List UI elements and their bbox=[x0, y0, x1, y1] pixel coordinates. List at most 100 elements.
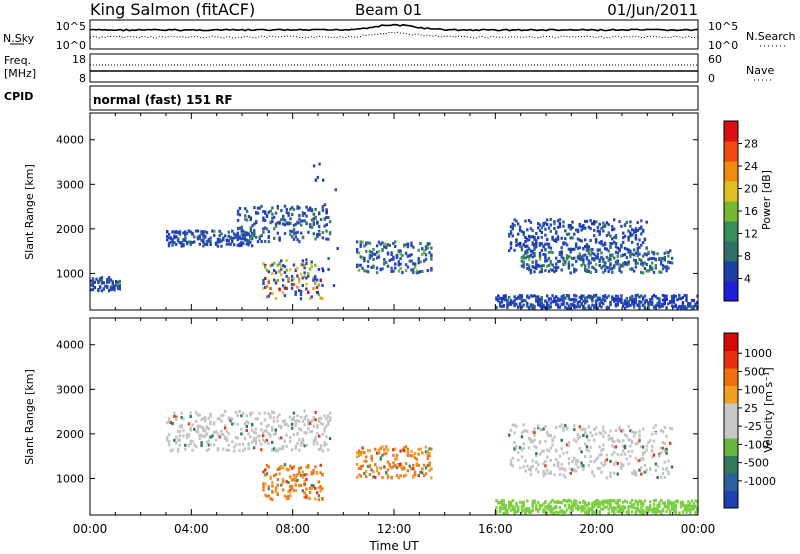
echo-cell-band-1800 bbox=[301, 439, 305, 443]
echo-cell-evening-middle bbox=[546, 264, 549, 268]
echo-cell-ground-scatter-early bbox=[100, 276, 104, 280]
echo-cell-midday-orange bbox=[386, 448, 390, 452]
echo-cell-band-1800 bbox=[196, 430, 200, 434]
echo-cell-band-1800-to-2400 bbox=[267, 230, 270, 234]
echo-cell-ground-scatter-early bbox=[106, 280, 109, 284]
echo-cell-band-1800-morning bbox=[209, 243, 212, 246]
echo-cell-evening-grey bbox=[511, 423, 514, 427]
echo-cell-evening-grey bbox=[513, 423, 516, 427]
echo-cell-morning-negative bbox=[276, 478, 279, 481]
echo-cell-band-1800 bbox=[267, 412, 270, 416]
cpid-text: normal (fast) 151 RF bbox=[93, 93, 233, 107]
echo-cell-band-1800-morning bbox=[200, 232, 203, 236]
echo-cell-evening-upper bbox=[589, 219, 592, 222]
echo-cell-morning-negative bbox=[319, 485, 322, 489]
echo-cell-band-1800-to-2400 bbox=[289, 221, 292, 225]
echo-cell-band-1800 bbox=[223, 426, 227, 430]
echo-cell-band-1800 bbox=[205, 426, 209, 430]
colorbar-swatch bbox=[724, 281, 738, 302]
echo-cell-evening-upper bbox=[520, 245, 524, 249]
echo-cell-evening-middle bbox=[616, 254, 619, 258]
echo-cell-evening-upper bbox=[584, 219, 587, 223]
echo-cell-band-1800-morning bbox=[225, 242, 229, 246]
echo-cell-evening-grey bbox=[638, 439, 641, 443]
echo-cell-evening-middle bbox=[571, 257, 574, 260]
echo-cell-midday-band bbox=[428, 242, 431, 246]
echo-cell-evening-ground bbox=[629, 298, 632, 302]
echo-cell-morning-negative bbox=[264, 493, 267, 497]
echo-cell-evening-middle bbox=[600, 266, 603, 270]
echo-cell-band-1800 bbox=[225, 448, 229, 452]
echo-cell-evening-ground-green bbox=[555, 505, 558, 508]
echo-cell-band-1800 bbox=[318, 448, 321, 451]
echo-cell-band-1800 bbox=[205, 432, 209, 436]
echo-cell-morning-negative bbox=[303, 482, 306, 486]
echo-cell-evening-upper bbox=[602, 221, 605, 225]
echo-cell-evening-grey bbox=[638, 437, 641, 441]
echo-cell-band-1800 bbox=[196, 424, 200, 428]
echo-cell-midday-band bbox=[385, 246, 388, 250]
echo-cell-evening-upper bbox=[629, 234, 632, 238]
echo-cell-band-1800 bbox=[309, 422, 312, 425]
echo-cell-evening-upper bbox=[511, 222, 514, 226]
echo-cell-band-1800 bbox=[251, 424, 254, 428]
echo-cell-band-1800-morning bbox=[166, 230, 169, 234]
echo-cell-evening-ground-green bbox=[636, 508, 639, 512]
echo-cell-ground-scatter-early bbox=[118, 279, 121, 283]
echo-cell-morning-strong bbox=[299, 297, 303, 301]
echo-cell-evening-middle bbox=[533, 266, 536, 270]
echo-cell-evening-ground-green bbox=[582, 504, 585, 508]
echo-cell-midday-orange bbox=[386, 474, 390, 478]
echo-cell-midday-band bbox=[428, 251, 431, 255]
echo-cell-evening-grey bbox=[634, 456, 638, 460]
echo-cell-band-1800 bbox=[328, 418, 332, 422]
echo-cell-band-1800 bbox=[167, 420, 171, 424]
echo-cell-evening-upper bbox=[582, 224, 585, 227]
echo-cell-midday-band bbox=[359, 263, 362, 267]
echo-cell-evening-ground bbox=[578, 300, 581, 303]
echo-cell-midday-band bbox=[415, 271, 419, 275]
noise-sky-trace bbox=[89, 23, 699, 32]
echo-cell-morning-strong bbox=[298, 289, 301, 292]
echo-cell-evening-ground-green bbox=[573, 503, 576, 507]
echo-cell-evening-ground bbox=[602, 294, 605, 298]
echo-cell-band-1800-morning bbox=[200, 230, 203, 234]
echo-cell-morning-negative bbox=[271, 490, 274, 493]
echo-cell-evening-ground-green bbox=[620, 510, 623, 514]
echo-cell-evening-ground-green bbox=[573, 499, 576, 503]
echo-cell-evening-grey bbox=[587, 439, 590, 442]
echo-cell-midday-band bbox=[397, 249, 400, 253]
echo-cell-band-1800 bbox=[271, 440, 274, 444]
echo-cell-evening-ground bbox=[584, 300, 587, 304]
echo-cell-evening-ground-green bbox=[652, 508, 656, 512]
echo-cell-evening-upper bbox=[546, 218, 549, 222]
echo-cell-evening-grey bbox=[622, 439, 625, 443]
echo-cell-morning-negative bbox=[267, 485, 270, 489]
echo-cell-evening-ground-green bbox=[596, 499, 600, 503]
echo-cell-band-1800 bbox=[198, 413, 201, 417]
echo-cell-morning-strong bbox=[314, 277, 317, 281]
echo-cell-midday-band bbox=[397, 269, 400, 273]
echo-cell-evening-ground bbox=[629, 296, 632, 300]
echo-cell-midday-band bbox=[399, 257, 402, 261]
echo-cell-evening-middle bbox=[631, 267, 634, 271]
echo-cell-evening-ground-green bbox=[538, 503, 542, 507]
echo-cell-evening-grey bbox=[544, 472, 547, 476]
echo-cell-midday-band bbox=[381, 248, 384, 251]
echo-cell-evening-grey bbox=[560, 447, 563, 451]
echo-cell-evening-middle bbox=[538, 264, 542, 268]
echo-cell-ground-scatter-early bbox=[113, 284, 116, 288]
echo-cell-morning-negative bbox=[264, 482, 267, 486]
echo-cell-band-1800-to-2400 bbox=[262, 227, 265, 231]
echo-cell-evening-upper bbox=[533, 243, 536, 247]
echo-cell-evening-middle bbox=[567, 260, 571, 264]
echo-cell-ground-scatter-early bbox=[116, 284, 120, 288]
echo-cell-band-1800 bbox=[227, 448, 230, 452]
echo-cell-evening-ground bbox=[573, 304, 576, 307]
echo-cell-band-1800 bbox=[258, 412, 261, 415]
colorbar-tick-label: -1000 bbox=[744, 475, 776, 488]
echo-cell-band-1800-to-2400 bbox=[258, 235, 261, 239]
echo-cell-midday-orange bbox=[412, 454, 415, 458]
echo-cell-midday-band bbox=[412, 271, 415, 274]
